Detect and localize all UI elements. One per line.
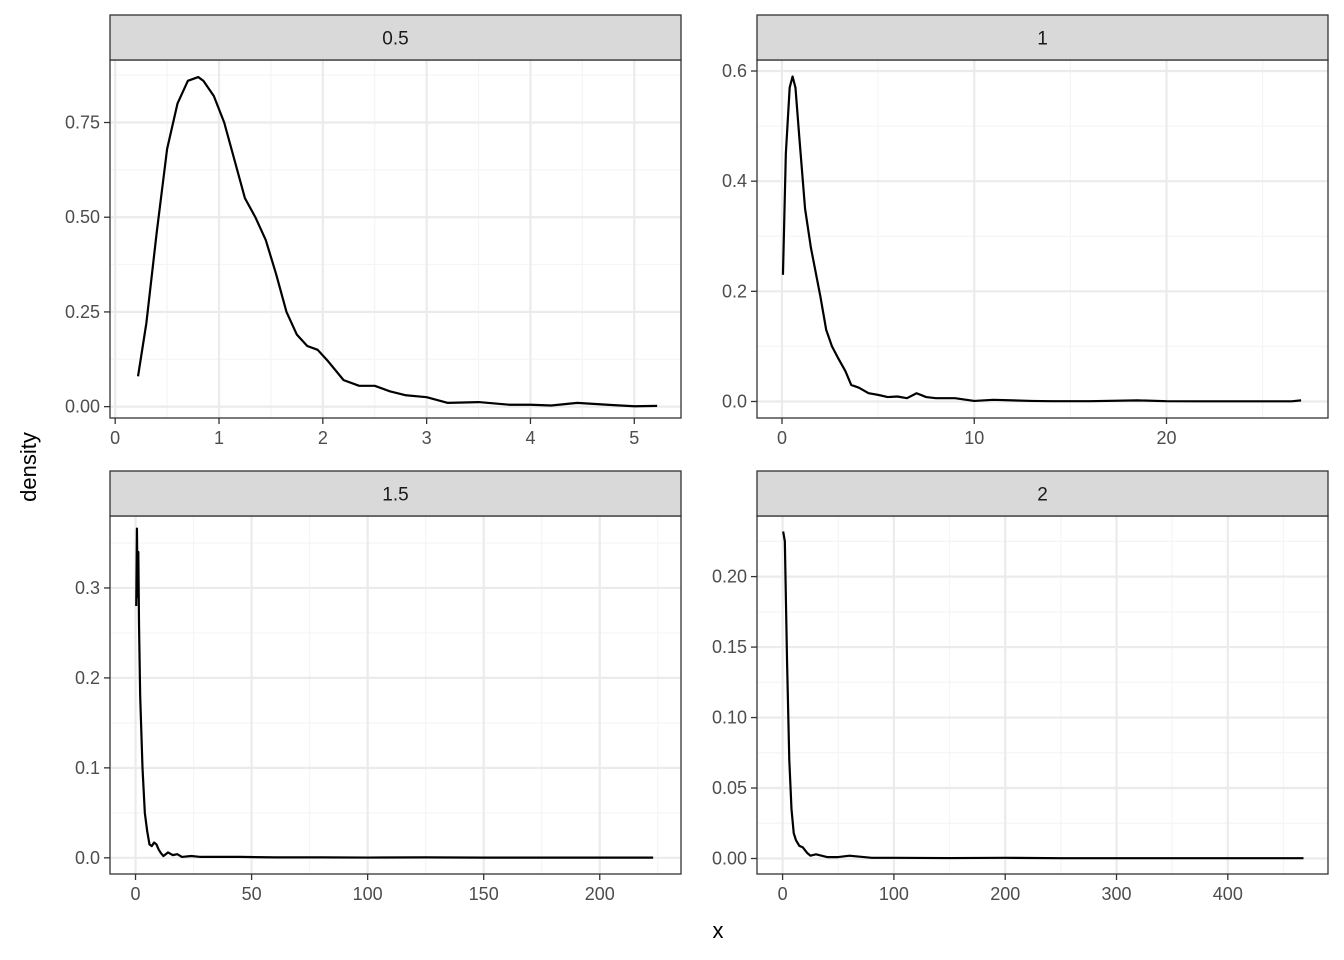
x-tick-label: 20	[1156, 428, 1176, 448]
x-axis-title: x	[713, 918, 724, 943]
x-tick-label: 2	[318, 428, 328, 448]
y-tick-label: 0.15	[712, 637, 747, 657]
x-tick-label: 4	[525, 428, 535, 448]
y-tick-label: 0.1	[75, 758, 100, 778]
x-tick-label: 100	[353, 884, 383, 904]
x-tick-label: 50	[242, 884, 262, 904]
x-tick-label: 3	[422, 428, 432, 448]
y-tick-label: 0.3	[75, 578, 100, 598]
x-tick-label: 0	[778, 884, 788, 904]
y-tick-label: 0.50	[65, 207, 100, 227]
y-tick-label: 0.20	[712, 567, 747, 587]
density-line	[135, 527, 654, 859]
x-tick-label: 10	[964, 428, 984, 448]
y-tick-label: 0.0	[722, 391, 747, 411]
facet-strip-label: 2	[1037, 485, 1048, 506]
x-tick-label: 400	[1213, 884, 1243, 904]
facet-strip-label: 0.5	[382, 29, 408, 50]
y-tick-label: 0.2	[75, 668, 100, 688]
y-tick-label: 0.00	[65, 397, 100, 417]
panel-background	[110, 60, 681, 418]
facet-strip	[109, 470, 682, 517]
facet-panel-3: 2 0 100 200 300 400 0.00 0.05 0.10 0.15 0.20	[712, 470, 1329, 904]
facet-strip	[756, 470, 1329, 517]
x-tick-label: 0	[131, 884, 141, 904]
y-tick-label: 0.75	[65, 113, 100, 133]
panel-background	[110, 516, 681, 874]
y-tick-label: 0.0	[75, 848, 100, 868]
density-line	[781, 75, 1302, 403]
facet-panel-1: 10 10 200.00.20.40.6	[722, 14, 1329, 448]
x-tick-label: 5	[629, 428, 639, 448]
y-tick-label: 0.00	[712, 848, 747, 868]
x-tick-label: 0	[777, 428, 787, 448]
x-tick-label: 100	[879, 884, 909, 904]
facet-strip-label: 1	[1037, 29, 1048, 50]
y-tick-label: 0.25	[65, 302, 100, 322]
x-tick-label: 150	[469, 884, 499, 904]
facet-strip-label: 1.5	[382, 485, 408, 506]
facet-panel-0: 0.50 1 2 3 4 50.000.250.500.75	[65, 14, 682, 448]
density-line	[782, 531, 1304, 860]
facet-strip	[109, 14, 682, 61]
panel-background	[757, 516, 1328, 874]
x-tick-label: 0	[110, 428, 120, 448]
x-tick-label: 300	[1101, 884, 1131, 904]
y-tick-label: 0.05	[712, 778, 747, 798]
y-axis-title: density	[16, 432, 41, 502]
y-tick-label: 0.10	[712, 708, 747, 728]
x-tick-label: 1	[214, 428, 224, 448]
x-tick-label: 200	[990, 884, 1020, 904]
y-tick-label: 0.4	[722, 171, 747, 191]
y-tick-label: 0.2	[722, 281, 747, 301]
y-tick-label: 0.6	[722, 61, 747, 81]
x-tick-label: 200	[585, 884, 615, 904]
density-line	[136, 75, 658, 408]
panel-background	[757, 60, 1328, 418]
facet-panel-2: 1.5 0 50 100 150 200 0.0 0.1 0.2 0.3	[75, 470, 682, 904]
facet-strip	[756, 14, 1329, 61]
